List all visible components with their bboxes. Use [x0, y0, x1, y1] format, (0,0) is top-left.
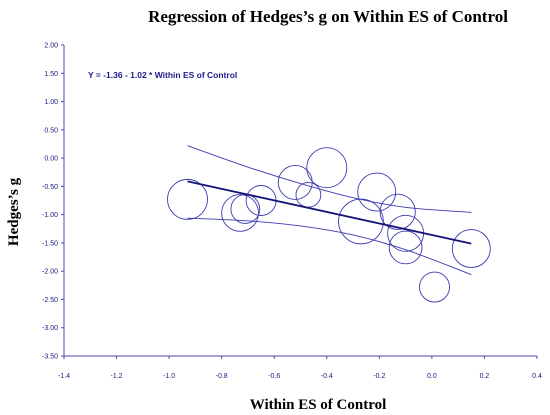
x-tick-label: -1.0: [163, 373, 175, 380]
x-tick-label: -0.4: [321, 373, 333, 380]
regression-line: [187, 180, 472, 245]
y-tick-label: 0.50: [44, 127, 58, 134]
data-point: [277, 164, 313, 200]
y-tick-label: -1.00: [42, 212, 58, 219]
regression-equation: Y = -1.36 - 1.02 * Within ES of Control: [88, 70, 237, 80]
x-tick-label: -0.6: [268, 373, 280, 380]
y-tick-label: -1.50: [42, 240, 58, 247]
y-tick-label: 2.00: [44, 43, 58, 50]
data-point: [419, 271, 450, 303]
x-axis-title: Within ES of Control: [250, 397, 387, 413]
y-tick-label: -0.50: [42, 184, 58, 191]
y-tick-label: -2.50: [42, 297, 58, 304]
data-point: [387, 214, 425, 252]
y-axis-title: Hedges’s g: [6, 177, 22, 246]
data-point: [167, 178, 208, 220]
data-point: [451, 229, 491, 269]
data-point: [357, 172, 397, 212]
x-tick-label: -0.2: [373, 373, 385, 380]
regression-line-group: [187, 180, 472, 245]
confidence-band-upper: [187, 145, 472, 213]
x-tick-label: 0.2: [480, 373, 490, 380]
x-tick-label: 0.4: [532, 373, 542, 380]
data-point: [230, 194, 261, 224]
y-tick-label: -3.00: [42, 325, 58, 332]
x-tick-label: -1.2: [111, 373, 123, 380]
data-point: [306, 147, 348, 189]
y-tick-label: 1.00: [44, 99, 58, 106]
x-ticks: -1.4 -1.2 -1.0 -0.8 -0.6 -0.4 -0.2 0.0 0.2 0.4: [58, 356, 542, 380]
confidence-band: [187, 145, 472, 275]
axes: 2.00 1.50 1.00 0.50 0.00 -0.50 -1.00 -1.50 -2.00…: [42, 43, 542, 381]
confidence-band-lower: [187, 217, 472, 275]
data-point: [379, 193, 416, 230]
data-points: [167, 147, 491, 303]
y-tick-label: 0.00: [44, 156, 58, 163]
chart-title: Regression of Hedges’s g on Within ES of…: [148, 7, 508, 26]
y-tick-label: -3.50: [42, 354, 58, 361]
x-tick-label: -0.8: [216, 373, 228, 380]
y-ticks: 2.00 1.50 1.00 0.50 0.00 -0.50 -1.00 -1.50 -2.00…: [42, 43, 64, 361]
data-point: [221, 194, 259, 232]
y-tick-label: 1.50: [44, 71, 58, 78]
x-tick-label: 0.0: [427, 373, 437, 380]
x-tick-label: -1.4: [58, 373, 70, 380]
data-point: [388, 230, 423, 265]
y-tick-label: -2.00: [42, 269, 58, 276]
